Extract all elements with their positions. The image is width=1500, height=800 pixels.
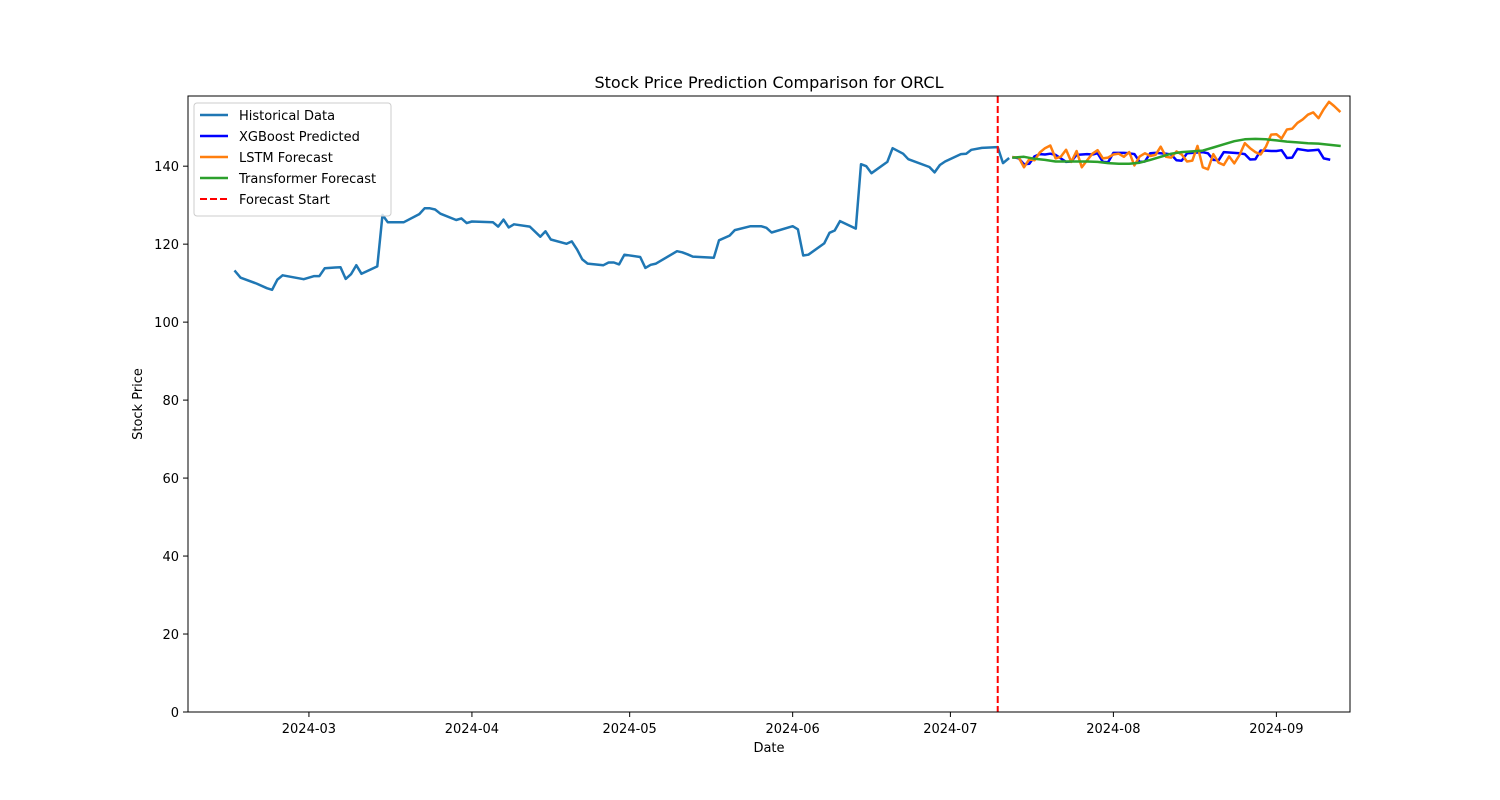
x-tick-label: 2024-03	[282, 722, 336, 737]
y-axis: 0 20 40 60 80 100 120 140	[154, 160, 188, 721]
legend-label-xgboost-predicted: XGBoost Predicted	[239, 130, 360, 145]
x-axis: 2024-03 2024-04 2024-05 2024-06 2024-07 2024-…	[282, 712, 1304, 737]
plot-area	[233, 96, 1342, 712]
y-tick-label: 100	[154, 316, 179, 331]
y-axis-label: Stock Price	[131, 368, 146, 440]
y-tick-label: 0	[171, 706, 179, 721]
legend-label-lstm-forecast: LSTM Forecast	[239, 151, 333, 166]
y-tick-label: 60	[162, 472, 179, 487]
series-line-lstm-forecast	[1012, 100, 1342, 171]
legend: Historical Data XGBoost Predicted LSTM For…	[193, 102, 392, 217]
y-tick-label: 120	[154, 238, 179, 253]
legend-label-transformer-forecast: Transformer Forecast	[238, 172, 376, 187]
x-tick-label: 2024-04	[445, 722, 499, 737]
legend-label-forecast-start: Forecast Start	[239, 193, 330, 208]
series-line-transformer-forecast	[1012, 137, 1341, 166]
chart-title: Stock Price Prediction Comparison for OR…	[594, 73, 943, 92]
x-tick-label: 2024-09	[1249, 722, 1303, 737]
y-tick-label: 80	[162, 394, 179, 409]
x-tick-label: 2024-06	[765, 722, 819, 737]
axes-frame	[187, 95, 1351, 713]
legend-box	[193, 102, 392, 217]
y-tick-label: 40	[162, 550, 179, 565]
x-tick-label: 2024-08	[1086, 722, 1140, 737]
y-tick-label: 20	[162, 628, 179, 643]
legend-label-historical-data: Historical Data	[239, 109, 335, 124]
x-axis-label: Date	[753, 741, 784, 756]
y-tick-label: 140	[154, 160, 179, 175]
series-line-historical-data	[233, 145, 1010, 292]
x-tick-label: 2024-07	[923, 722, 977, 737]
x-tick-label: 2024-05	[603, 722, 657, 737]
